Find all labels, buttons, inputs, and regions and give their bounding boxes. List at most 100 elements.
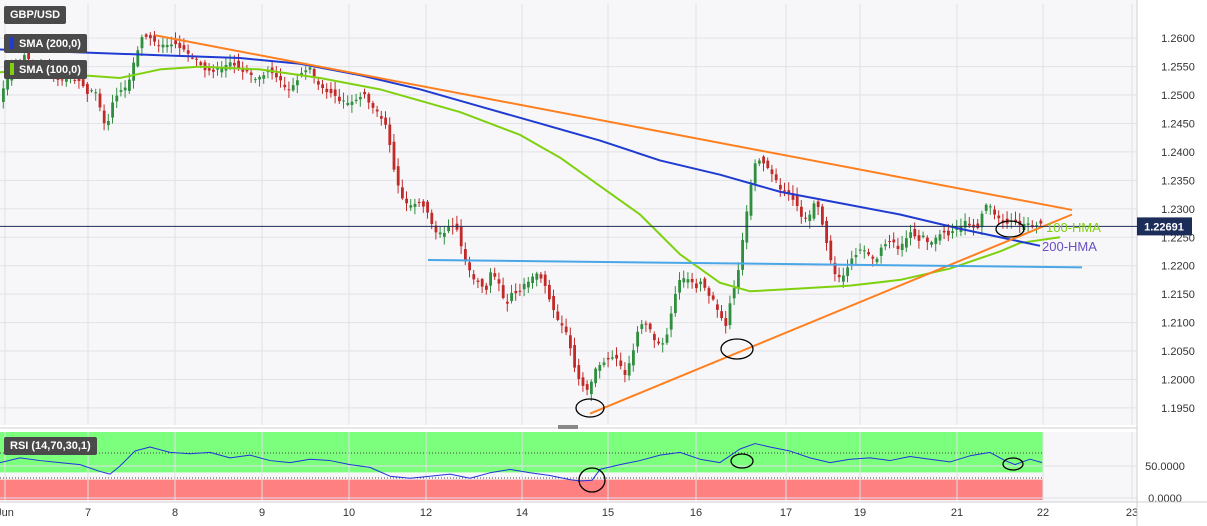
y-tick-label: 1.2500: [1161, 90, 1195, 102]
candle-body: [241, 67, 245, 72]
candle-body: [401, 187, 404, 199]
candle-body: [438, 232, 442, 235]
candle-body: [1035, 225, 1038, 227]
candle-body: [422, 201, 425, 207]
candle-body: [837, 274, 841, 278]
candle-body: [590, 381, 593, 395]
y-tick-label: 1.2000: [1161, 374, 1195, 386]
candle-body: [107, 121, 110, 126]
candle-body: [329, 88, 333, 94]
candle-body: [380, 116, 383, 119]
candle-body: [833, 262, 837, 275]
candle-body: [993, 209, 996, 215]
candle-body: [354, 99, 358, 101]
candle-body: [527, 281, 530, 288]
rsi-highlight-circle: [730, 453, 754, 469]
candle-body: [464, 249, 467, 262]
sma100-legend[interactable]: SMA (100,0): [4, 60, 87, 79]
candle-body: [976, 223, 980, 229]
candle-body: [619, 360, 623, 367]
candle-body: [430, 212, 434, 225]
candle-body: [581, 377, 585, 386]
candle-body: [245, 69, 249, 72]
candle-body: [510, 292, 513, 302]
candle-body: [216, 68, 219, 70]
candle-body: [615, 354, 618, 359]
candle-body: [783, 190, 786, 192]
x-tick-label: 21: [951, 507, 963, 519]
candle-body: [77, 79, 81, 81]
candle-body: [989, 206, 992, 208]
candle-body: [333, 89, 337, 96]
candle-body: [678, 280, 681, 293]
candle-body: [737, 270, 740, 289]
candle-body: [569, 335, 572, 349]
candle-body: [346, 102, 350, 106]
candle-body: [472, 274, 476, 280]
candle-body: [279, 76, 282, 81]
candle-body: [741, 239, 744, 270]
rsi-legend[interactable]: RSI (14,70,30,1): [4, 437, 97, 455]
candle-body: [170, 44, 173, 47]
candle-body: [102, 110, 106, 124]
candle-body: [791, 193, 795, 200]
candle-body: [728, 303, 732, 326]
candle-body: [774, 174, 778, 181]
candle-body: [598, 365, 602, 371]
candle-body: [850, 258, 854, 266]
candle-body: [623, 369, 627, 376]
x-tick-label: 22: [1037, 507, 1049, 519]
candle-body: [90, 90, 93, 92]
candle-body: [548, 284, 551, 300]
candle-body: [388, 124, 392, 145]
candle-body: [716, 304, 719, 310]
candle-body: [753, 163, 757, 184]
candle-body: [489, 272, 492, 286]
candle-body: [6, 75, 9, 90]
candle-body: [539, 274, 543, 279]
candle-body: [758, 160, 761, 164]
sma200-label: SMA (200,0): [19, 38, 81, 50]
candle-body: [375, 109, 379, 112]
candle-body: [384, 117, 387, 125]
candle-body: [854, 255, 858, 258]
resistance-trendline: [154, 34, 1073, 211]
candle-body: [468, 262, 471, 271]
candle-body: [888, 241, 891, 243]
candle-body: [884, 244, 887, 247]
candle-body: [296, 80, 299, 86]
candle-body: [896, 245, 900, 250]
candle-body: [867, 252, 870, 255]
candle-body: [94, 92, 98, 94]
candle-body: [606, 357, 610, 360]
symbol-label[interactable]: GBP/USD: [4, 6, 67, 24]
y-tick-label: 1.2550: [1161, 62, 1195, 74]
candle-body: [480, 279, 484, 287]
x-tick-label: 8: [172, 507, 178, 519]
candle-body: [522, 283, 526, 290]
candle-body: [573, 345, 576, 368]
candle-body: [186, 50, 190, 54]
candle-body: [140, 37, 144, 49]
sma100-swatch-icon: [10, 63, 14, 75]
candle-body: [640, 324, 644, 329]
candle-body: [191, 57, 194, 59]
candle-body: [926, 237, 929, 243]
candle-body: [665, 334, 669, 343]
rsi-line: [0, 443, 1043, 482]
candle-body: [119, 90, 123, 92]
sma200-legend[interactable]: SMA (200,0): [4, 34, 87, 53]
candle-body: [766, 160, 770, 168]
sma100-line: [0, 65, 1061, 293]
candle-body: [951, 231, 954, 234]
candle-body: [720, 311, 723, 319]
candle-body: [405, 198, 408, 204]
candle-body: [287, 89, 291, 91]
candle-body: [842, 275, 845, 282]
candle-body: [308, 67, 312, 70]
pane-resize-handle: [558, 425, 578, 429]
candle-body: [913, 228, 917, 237]
candle-body: [161, 44, 165, 48]
current-price-label: 1.22691: [1144, 221, 1184, 233]
